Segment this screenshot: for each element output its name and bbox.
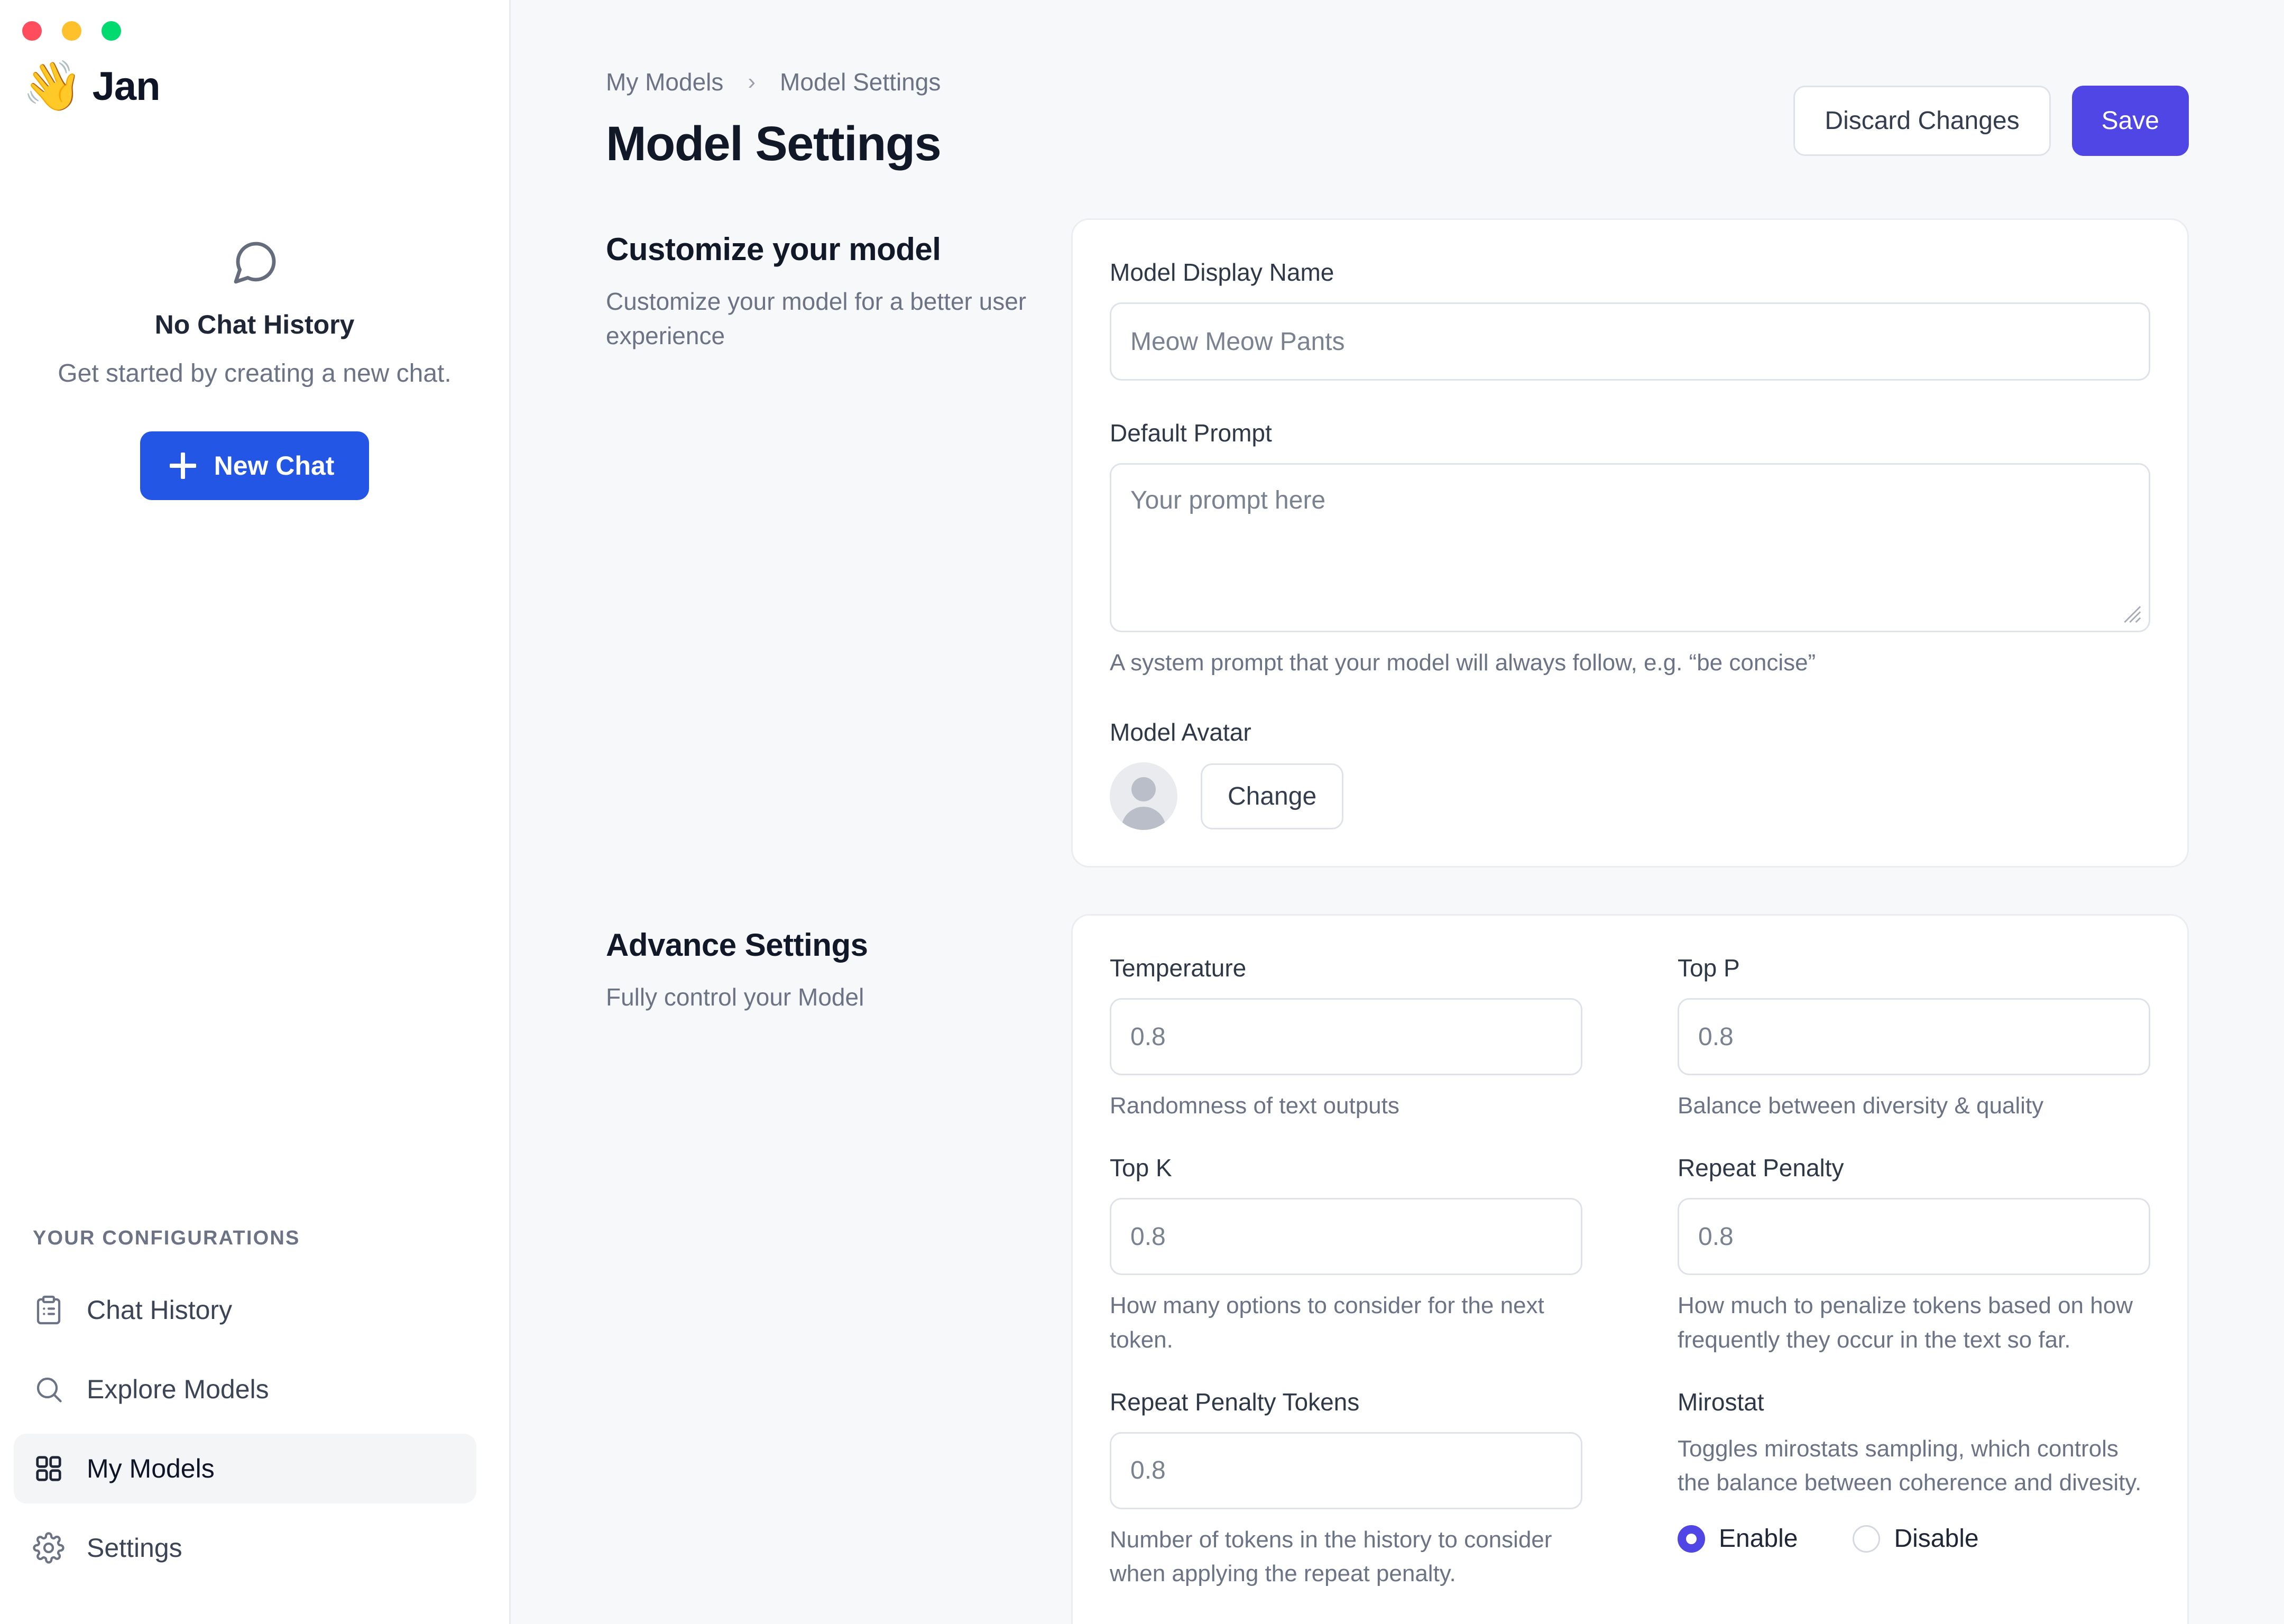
- clipboard-list-icon: [33, 1294, 65, 1326]
- repeat-penalty-helper: How much to penalize tokens based on how…: [1678, 1293, 2133, 1353]
- top-p-field: Top P Balance between diversity & qualit…: [1678, 954, 2150, 1123]
- radio-checked-icon[interactable]: [1678, 1525, 1705, 1553]
- page-header-left: My Models › Model Settings Model Setting…: [606, 68, 942, 172]
- model-avatar-row: Change: [1110, 762, 2150, 831]
- close-window-button[interactable]: [22, 21, 42, 41]
- temperature-input[interactable]: [1110, 998, 1582, 1076]
- plus-icon: [169, 453, 196, 479]
- minimize-window-button[interactable]: [62, 21, 81, 41]
- empty-state-title: No Chat History: [154, 310, 355, 339]
- breadcrumb-current: Model Settings: [780, 68, 941, 96]
- temperature-helper: Randomness of text outputs: [1110, 1093, 1399, 1119]
- customize-model-section: Customize your model Customize your mode…: [511, 218, 2189, 868]
- maximize-window-button[interactable]: [102, 21, 121, 41]
- sidebar-navigation: YOUR CONFIGURATIONS Chat History: [0, 1227, 509, 1624]
- breadcrumb: My Models › Model Settings: [606, 68, 941, 96]
- top-k-label: Top K: [1110, 1154, 1172, 1182]
- temperature-field: Temperature Randomness of text outputs: [1110, 954, 1582, 1123]
- repeat-penalty-tokens-label: Repeat Penalty Tokens: [1110, 1388, 1360, 1416]
- mirostat-disable-label: Disable: [1894, 1525, 1979, 1553]
- sidebar-item-label: Explore Models: [87, 1374, 269, 1404]
- user-avatar-icon: [1110, 762, 1177, 831]
- repeat-penalty-tokens-helper: Number of tokens in the history to consi…: [1110, 1526, 1552, 1587]
- waving-hand-icon: 👋: [22, 59, 83, 113]
- sidebar-item-label: My Models: [87, 1454, 215, 1483]
- sidebar-item-settings[interactable]: Settings: [14, 1513, 476, 1583]
- model-display-name-field: Model Display Name: [1110, 258, 2150, 381]
- configurations-label: YOUR CONFIGURATIONS: [33, 1227, 300, 1249]
- advance-settings-card: Temperature Randomness of text outputs T…: [1071, 914, 2189, 1624]
- page-title: Model Settings: [606, 117, 942, 171]
- default-prompt-helper: A system prompt that your model will alw…: [1110, 650, 1816, 676]
- radio-unchecked-icon[interactable]: [1853, 1525, 1881, 1553]
- search-icon: [33, 1373, 65, 1405]
- default-prompt-wrap: [1110, 463, 2150, 632]
- mirostat-enable-label: Enable: [1719, 1525, 1798, 1553]
- top-k-field: Top K How many options to consider for t…: [1110, 1154, 1582, 1357]
- page-header: My Models › Model Settings Model Setting…: [511, 0, 2189, 172]
- advance-settings-section: Advance Settings Fully control your Mode…: [511, 914, 2189, 1624]
- mirostat-disable-option[interactable]: Disable: [1853, 1524, 1979, 1553]
- main-content: My Models › Model Settings Model Setting…: [511, 0, 2284, 1624]
- gear-icon: [33, 1532, 65, 1564]
- top-p-helper: Balance between diversity & quality: [1678, 1093, 2044, 1119]
- sidebar: 👋 Jan No Chat History Get started by cre…: [0, 0, 511, 1624]
- sidebar-item-explore-models[interactable]: Explore Models: [14, 1354, 476, 1424]
- advance-section-desc: Fully control your Model: [606, 983, 864, 1011]
- repeat-penalty-input[interactable]: [1678, 1198, 2150, 1276]
- temperature-label: Temperature: [1110, 954, 1247, 982]
- parameters-grid: Temperature Randomness of text outputs T…: [1110, 954, 2150, 1591]
- default-prompt-textarea[interactable]: [1110, 463, 2150, 632]
- grid-icon: [33, 1453, 65, 1484]
- top-p-input[interactable]: [1678, 998, 2150, 1076]
- sidebar-item-label: Chat History: [87, 1295, 233, 1325]
- mirostat-enable-option[interactable]: Enable: [1678, 1524, 1798, 1553]
- repeat-penalty-field: Repeat Penalty How much to penalize toke…: [1678, 1154, 2150, 1357]
- repeat-penalty-tokens-field: Repeat Penalty Tokens Number of tokens i…: [1110, 1388, 1582, 1591]
- new-chat-label: New Chat: [214, 451, 335, 481]
- sidebar-item-label: Settings: [87, 1533, 182, 1563]
- mirostat-radio-group: Enable Disable: [1678, 1524, 2150, 1553]
- mirostat-desc: Toggles mirostats sampling, which contro…: [1678, 1435, 2142, 1496]
- app-brand: 👋 Jan: [0, 41, 509, 110]
- advance-section-head: Advance Settings Fully control your Mode…: [606, 914, 1071, 1014]
- window-controls: [0, 0, 509, 41]
- repeat-penalty-label: Repeat Penalty: [1678, 1154, 1844, 1182]
- chevron-right-icon: ›: [748, 69, 756, 95]
- sidebar-item-my-models[interactable]: My Models: [14, 1434, 476, 1503]
- mirostat-label: Mirostat: [1678, 1388, 1764, 1416]
- mirostat-field: Mirostat Toggles mirostats sampling, whi…: [1678, 1388, 2150, 1591]
- chat-history-empty-state: No Chat History Get started by creating …: [0, 237, 509, 500]
- empty-state-subtitle: Get started by creating a new chat.: [58, 359, 452, 387]
- default-prompt-field: Default Prompt A system prompt that your…: [1110, 419, 2150, 680]
- discard-changes-button[interactable]: Discard Changes: [1793, 86, 2051, 156]
- top-k-helper: How many options to consider for the nex…: [1110, 1293, 1544, 1353]
- sidebar-item-chat-history[interactable]: Chat History: [14, 1275, 476, 1345]
- customize-section-desc: Customize your model for a better user e…: [606, 288, 1027, 350]
- model-display-name-label: Model Display Name: [1110, 259, 1334, 286]
- repeat-penalty-tokens-input[interactable]: [1110, 1432, 1582, 1509]
- new-chat-button[interactable]: New Chat: [140, 431, 370, 500]
- model-avatar-field: Model Avatar Change: [1110, 718, 2150, 831]
- default-prompt-label: Default Prompt: [1110, 419, 1272, 447]
- model-display-name-input[interactable]: [1110, 302, 2150, 381]
- chat-bubble-icon: [229, 237, 280, 288]
- customize-section-title: Customize your model: [606, 232, 941, 267]
- save-button[interactable]: Save: [2071, 86, 2189, 156]
- advance-section-title: Advance Settings: [606, 927, 868, 963]
- top-p-label: Top P: [1678, 954, 1740, 982]
- customize-model-card: Model Display Name Default Prompt A syst…: [1071, 218, 2189, 868]
- customize-section-head: Customize your model Customize your mode…: [606, 218, 1071, 354]
- top-k-input[interactable]: [1110, 1198, 1582, 1276]
- header-actions: Discard Changes Save: [1793, 68, 2189, 156]
- breadcrumb-parent-link[interactable]: My Models: [606, 68, 724, 96]
- model-avatar-label: Model Avatar: [1110, 718, 1251, 746]
- change-avatar-button[interactable]: Change: [1201, 763, 1344, 829]
- app-name: Jan: [92, 63, 161, 109]
